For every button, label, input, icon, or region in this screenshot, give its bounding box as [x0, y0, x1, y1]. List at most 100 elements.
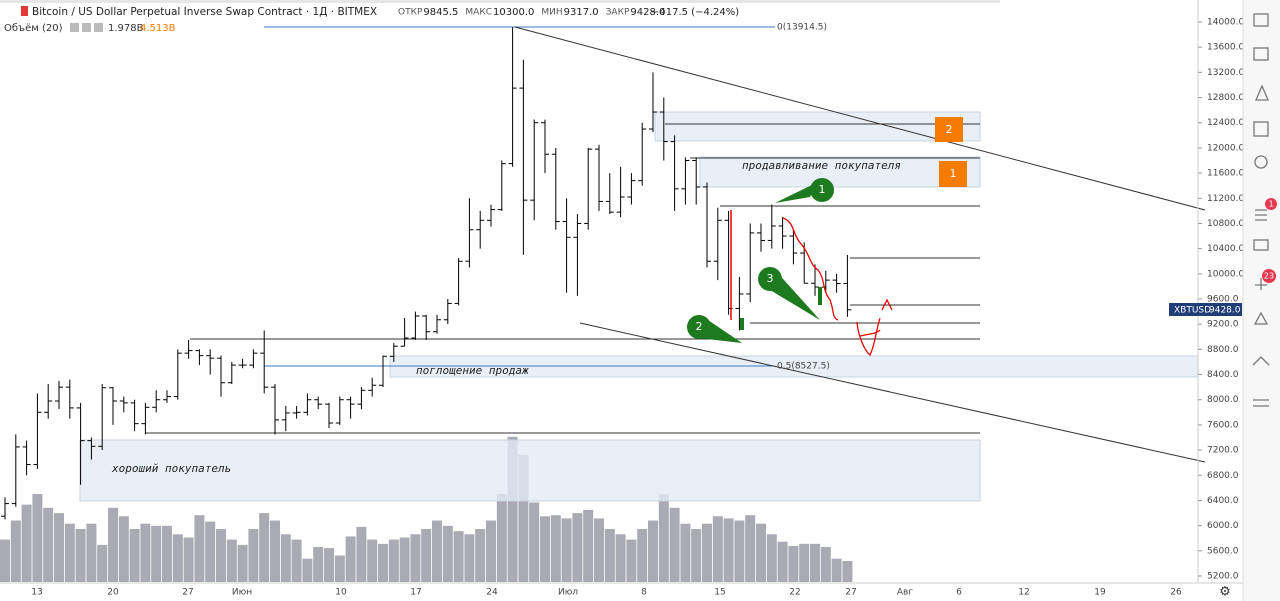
settings-icon[interactable]: ⚙	[1219, 585, 1231, 600]
volume-bar	[280, 534, 291, 582]
marker-label: 3	[767, 272, 774, 285]
volume-bar	[0, 539, 10, 582]
y-tick-label: 9600.0	[1207, 295, 1239, 305]
zone-label: хороший покупатель	[111, 462, 231, 475]
trend-line	[579, 322, 1206, 463]
y-tick-label: 8400.0	[1207, 370, 1239, 380]
y-tick-label: 13600.0	[1207, 43, 1244, 53]
x-tick-label: 8	[641, 588, 647, 598]
fib-label: 0(13914.5)	[777, 23, 827, 33]
volume-bar	[702, 523, 712, 582]
volume-bar	[32, 494, 43, 582]
x-tick-label: Июл	[558, 588, 578, 598]
x-tick-label: Июн	[232, 588, 252, 598]
x-tick-label: 27	[845, 588, 856, 598]
volume-bar	[658, 494, 669, 582]
volume-bar	[464, 534, 475, 582]
volume-bar	[378, 543, 388, 582]
volume-bar	[108, 507, 118, 582]
volume-bar	[648, 520, 658, 582]
y-tick-label: 5200.0	[1207, 572, 1239, 582]
volume-bar	[367, 539, 378, 582]
volume-bar	[172, 534, 183, 582]
badge-count: 1	[1268, 200, 1273, 209]
volume-bar	[810, 543, 820, 582]
x-tick-label: 26	[1170, 588, 1182, 598]
volume-bar	[831, 558, 842, 582]
volume-bar	[313, 547, 324, 582]
volume-bar	[151, 525, 162, 582]
volume-bar	[842, 561, 853, 582]
volume-bar	[475, 529, 486, 582]
volume-bar	[432, 520, 442, 582]
x-tick-label: 12	[1018, 588, 1029, 598]
marker	[758, 267, 782, 291]
volume-bar	[529, 502, 540, 582]
symbol-title[interactable]: Bitcoin / US Dollar Perpetual Inverse Sw…	[32, 6, 377, 18]
volume-bar	[691, 529, 702, 582]
marker-label: 2	[696, 320, 703, 333]
volume-bar	[442, 525, 453, 582]
ohlc-value: 9845.5	[423, 7, 458, 18]
price-tag-symbol: XBTUSD	[1174, 306, 1211, 316]
volume-bar	[766, 534, 777, 582]
volume-bar	[540, 516, 550, 582]
volume-bar	[237, 544, 248, 582]
marker-tail	[770, 270, 820, 320]
volume-bar	[572, 513, 583, 582]
volume-bar	[162, 525, 172, 582]
symbol-icon	[21, 6, 28, 16]
ohlc-legend: ОТКР 9845.5 МАКС 10300.0 МИН 9317.0 ЗАКР 9428.0	[398, 7, 665, 18]
y-tick-label: 8800.0	[1207, 345, 1239, 355]
volume-label[interactable]: Объём (20)	[4, 23, 63, 34]
volume-bar	[43, 507, 54, 582]
volume-bar	[669, 507, 680, 582]
badge-count: 23	[1264, 272, 1274, 281]
zone-label: продавливание покупателя	[742, 159, 901, 172]
volume-bar	[486, 520, 496, 582]
volume-bar	[518, 454, 529, 582]
volume-bar	[615, 534, 626, 582]
y-tick-label: 6800.0	[1207, 471, 1239, 481]
x-tick-label: 27	[182, 588, 193, 598]
ohlc-label: МАКС	[465, 8, 492, 18]
volume-bar	[594, 518, 604, 582]
y-tick-label: 9200.0	[1207, 320, 1239, 330]
volume-bar	[788, 545, 799, 582]
levels	[145, 123, 980, 434]
price-tag-value: 9428.0	[1209, 306, 1241, 316]
volume-bar	[64, 523, 75, 582]
toolbar-icons[interactable]	[1252, 13, 1270, 407]
volume-bar	[712, 516, 723, 582]
y-tick-label: 13200.0	[1207, 68, 1244, 78]
volume-bar	[421, 529, 432, 582]
volume-value: 1.978B	[108, 23, 144, 34]
bars-layer	[1, 27, 852, 520]
badge	[1265, 198, 1277, 210]
change: −417.5 (−4.24%)	[651, 7, 739, 18]
volume-bar	[334, 555, 345, 582]
y-tick-label: 6000.0	[1207, 521, 1239, 531]
y-tick-label: 10000.0	[1207, 269, 1244, 279]
x-tick-label: Авг	[897, 588, 913, 598]
marker-tail	[775, 182, 818, 203]
y-tick-label: 10400.0	[1207, 244, 1244, 254]
volume-bar	[345, 536, 356, 582]
y-tick-label: 7200.0	[1207, 446, 1239, 456]
volume-bar	[756, 523, 766, 582]
volume-bar	[626, 539, 637, 582]
volume-bar	[183, 537, 194, 582]
volume-bar	[680, 523, 691, 582]
y-tick-label: 8000.0	[1207, 395, 1239, 405]
y-tick-label: 6400.0	[1207, 496, 1239, 506]
x-tick-label: 24	[486, 588, 498, 598]
volume-bar	[54, 513, 64, 582]
volume-bar	[75, 529, 86, 582]
y-tick-label: 14000.0	[1207, 18, 1244, 28]
volume-bar	[507, 436, 518, 582]
legend-icons	[70, 23, 103, 32]
zone-label: поглощение продаж	[416, 364, 529, 377]
box-label: 2	[946, 123, 953, 136]
